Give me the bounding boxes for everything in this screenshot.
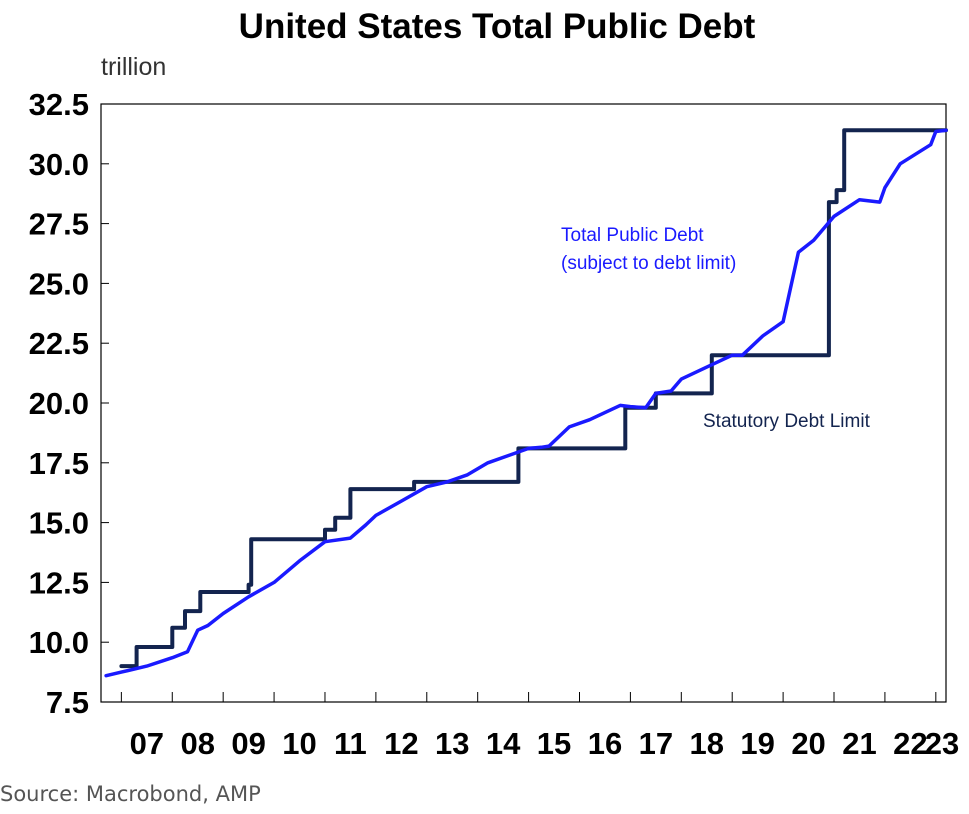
annotation-debt-limit: Statutory Debt Limit (703, 411, 871, 432)
y-axis-unit: trillion (101, 53, 166, 81)
x-tick-label: 19 (740, 726, 774, 761)
annotation-total-debt: Total Public Debt (561, 225, 704, 246)
series-line-debt-limit (119, 128, 948, 669)
x-tick-label: 20 (791, 726, 825, 761)
y-tick-label: 25.0 (29, 266, 89, 301)
x-tick-label: 13 (435, 726, 469, 761)
y-tick-label: 17.5 (29, 446, 89, 481)
x-tick-label: 21 (842, 726, 876, 761)
y-tick-label: 10.0 (29, 625, 89, 660)
series-layer (104, 128, 948, 678)
x-tick-label: 12 (384, 726, 418, 761)
x-tick-label: 10 (282, 726, 316, 761)
x-tick-label: 23 (925, 726, 959, 761)
x-tick-label: 17 (639, 726, 673, 761)
annotation-total-debt-sub: (subject to debt limit) (561, 253, 736, 274)
y-tick-label: 12.5 (29, 565, 89, 600)
x-tick-label: 18 (690, 726, 724, 761)
y-tick-label: 15.0 (29, 506, 89, 541)
x-tick-label: 07 (130, 726, 164, 761)
y-axis: 7.5 10.0 12.5 15.0 17.5 20.0 22.5 25.0 27.5 30.0 3… (29, 87, 109, 720)
x-tick-label: 15 (537, 726, 571, 761)
chart-title: United States Total Public Debt (239, 7, 756, 46)
x-tick-label: 08 (180, 726, 214, 761)
y-tick-label: 32.5 (29, 87, 89, 122)
y-tick-label: 27.5 (29, 207, 89, 242)
chart: United States Total Public Debt trillion… (29, 7, 960, 761)
y-tick-label: 20.0 (29, 386, 89, 421)
source-note: Source: Macrobond, AMP (0, 782, 261, 806)
x-tick-label: 11 (334, 726, 367, 761)
x-tick-label: 22 (893, 726, 927, 761)
y-tick-label: 7.5 (46, 685, 89, 720)
x-tick-label: 14 (486, 726, 521, 761)
x-tick-label: 09 (231, 726, 265, 761)
y-tick-label: 30.0 (29, 147, 89, 182)
y-tick-label: 22.5 (29, 326, 89, 361)
series-line-total-public-debt (104, 128, 948, 678)
x-tick-label: 16 (588, 726, 622, 761)
